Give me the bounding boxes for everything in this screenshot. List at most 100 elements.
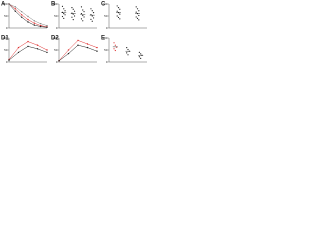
data-point xyxy=(114,44,116,46)
data-point xyxy=(64,10,66,12)
data-point xyxy=(64,14,66,16)
y-tick-label: 100 xyxy=(102,36,107,40)
data-point xyxy=(33,24,36,26)
y-tick-label: 0 xyxy=(6,60,8,64)
data-point xyxy=(90,18,92,20)
data-point xyxy=(140,57,142,60)
data-point xyxy=(77,44,79,46)
y-tick-label: 50 xyxy=(4,48,8,52)
series-line xyxy=(58,44,98,61)
data-point xyxy=(117,16,120,19)
series-line xyxy=(58,40,98,61)
data-point xyxy=(27,40,29,43)
data-point xyxy=(119,13,121,15)
panel-label: C xyxy=(101,2,106,8)
data-point xyxy=(39,24,42,27)
data-point xyxy=(135,11,137,13)
panel-label: D2 xyxy=(51,36,59,42)
data-point xyxy=(86,43,89,45)
data-point xyxy=(46,51,48,54)
data-point xyxy=(20,14,23,16)
panel-label: B xyxy=(51,2,56,8)
data-point xyxy=(138,56,140,58)
data-point xyxy=(126,52,128,54)
data-point xyxy=(71,7,73,9)
data-point xyxy=(127,48,129,51)
data-point xyxy=(138,51,140,54)
data-point xyxy=(80,18,83,20)
data-point xyxy=(17,46,20,49)
data-point xyxy=(14,10,17,12)
data-point xyxy=(72,13,74,15)
data-point xyxy=(39,22,42,25)
data-point xyxy=(77,39,79,42)
data-point xyxy=(91,20,93,22)
y-tick-label: 0 xyxy=(56,60,58,64)
data-point xyxy=(82,20,84,22)
series-line xyxy=(8,3,48,28)
data-point xyxy=(126,47,128,49)
y-tick-label: 0 xyxy=(56,26,58,30)
panel-label: D1 xyxy=(1,36,9,42)
data-point xyxy=(46,49,48,51)
data-point xyxy=(63,13,65,15)
data-point xyxy=(116,15,118,17)
data-point xyxy=(46,24,48,27)
data-point xyxy=(91,15,93,17)
data-point xyxy=(83,11,85,13)
data-point xyxy=(63,17,65,19)
data-point xyxy=(27,18,29,21)
data-point xyxy=(138,19,140,21)
data-point xyxy=(135,16,137,18)
data-point xyxy=(117,7,120,9)
data-point xyxy=(82,14,84,17)
data-point xyxy=(86,46,89,49)
data-point xyxy=(114,49,116,52)
y-tick-label: 0 xyxy=(106,60,108,64)
data-point xyxy=(72,19,74,21)
y-tick-label: 100 xyxy=(52,36,57,40)
data-point xyxy=(61,15,64,18)
data-point xyxy=(63,8,65,10)
data-point xyxy=(58,60,60,62)
data-point xyxy=(90,13,92,16)
data-point xyxy=(67,52,70,55)
data-point xyxy=(27,45,29,48)
data-point xyxy=(91,10,93,12)
data-point xyxy=(20,10,23,13)
series-line xyxy=(8,46,48,61)
data-point xyxy=(82,9,84,11)
data-point xyxy=(138,10,140,12)
data-point xyxy=(72,8,74,10)
data-point xyxy=(36,48,39,50)
data-point xyxy=(90,8,92,10)
data-point xyxy=(27,21,29,23)
data-point xyxy=(80,6,83,8)
data-point xyxy=(39,25,42,28)
panel-label: E xyxy=(101,36,105,42)
data-point xyxy=(17,51,20,54)
y-tick-label: 50 xyxy=(54,48,58,52)
data-point xyxy=(119,8,121,10)
data-point xyxy=(140,53,142,55)
data-point xyxy=(71,16,73,18)
y-tick-label: 0 xyxy=(6,26,8,30)
data-point xyxy=(20,16,23,18)
data-point xyxy=(33,22,36,24)
data-point xyxy=(8,59,10,61)
data-point xyxy=(138,14,140,17)
data-point xyxy=(61,5,64,7)
data-point xyxy=(73,10,76,12)
data-point xyxy=(116,5,118,7)
data-point xyxy=(14,6,17,8)
data-point xyxy=(96,50,98,52)
data-point xyxy=(92,17,95,19)
data-point xyxy=(113,42,115,44)
panel-label: A xyxy=(1,2,6,8)
data-point xyxy=(119,18,121,20)
data-point xyxy=(33,20,36,22)
data-point xyxy=(136,8,139,10)
data-point xyxy=(73,15,76,17)
data-point xyxy=(83,16,85,18)
